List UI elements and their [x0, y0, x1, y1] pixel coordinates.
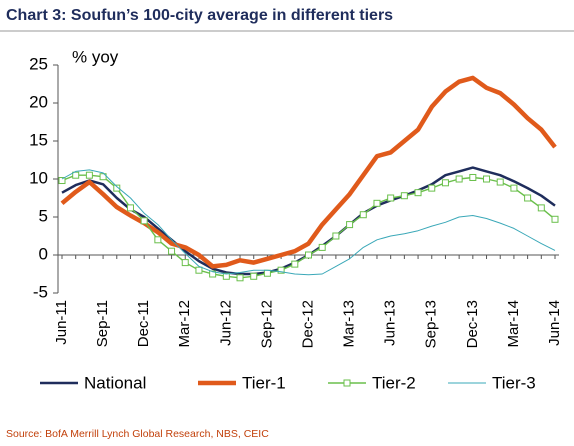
y-tick-label: 5 — [39, 206, 48, 225]
series-marker — [209, 270, 217, 278]
series-marker — [113, 184, 121, 192]
y-tick-label: 10 — [29, 168, 48, 187]
x-tick-label: Jun-11 — [53, 300, 70, 345]
series-marker — [537, 204, 545, 212]
source: Source: BofA Merrill Lynch Global Resear… — [6, 428, 269, 440]
series-marker — [387, 194, 395, 202]
series-marker — [469, 173, 477, 181]
y-tick-label: 20 — [29, 92, 48, 111]
series-marker — [496, 178, 504, 186]
series-marker — [318, 243, 326, 251]
x-tick-label: Mar-12 — [176, 300, 193, 348]
series-marker — [277, 266, 285, 274]
x-tick-label: Mar-14 — [505, 300, 522, 348]
series-marker — [428, 184, 436, 192]
x-tick-label: Jun-13 — [382, 300, 399, 346]
series-marker — [126, 204, 134, 212]
x-tick-label: Sep-13 — [423, 300, 440, 348]
x-tick-label: Dec-13 — [464, 300, 481, 348]
legend-label: Tier-3 — [492, 373, 536, 392]
x-tick-label: Dec-11 — [135, 300, 152, 347]
y-tick-label: 0 — [39, 244, 48, 263]
series-marker — [414, 189, 422, 197]
x-tick-label: Sep-11 — [94, 300, 111, 347]
series-marker — [441, 179, 449, 187]
series-marker — [346, 221, 354, 229]
y-tick-label: 25 — [29, 54, 48, 73]
x-tick-label: Sep-12 — [258, 300, 275, 348]
y-tick-label: -5 — [33, 282, 48, 301]
series-marker — [510, 184, 518, 192]
series-marker — [236, 274, 244, 282]
series-marker — [58, 177, 66, 185]
y-tick-label: 15 — [29, 130, 48, 149]
series-line — [60, 75, 557, 269]
series-marker — [222, 272, 230, 280]
y-axis-label: % yoy — [72, 47, 119, 66]
x-tick-label: Mar-13 — [341, 300, 358, 348]
legend-label: Tier-1 — [242, 373, 286, 392]
chart-title: Chart 3: Soufun’s 100-city average in di… — [6, 7, 393, 24]
series-marker — [181, 259, 189, 267]
series-marker — [140, 217, 148, 225]
series-marker — [85, 171, 93, 179]
series-marker — [524, 194, 532, 202]
x-tick-label: Jun-12 — [217, 300, 234, 346]
series-marker — [359, 211, 367, 219]
series-marker — [72, 171, 80, 179]
series-marker — [168, 247, 176, 255]
series-marker — [455, 175, 463, 183]
legend-marker — [343, 379, 351, 387]
x-tick-label: Jun-14 — [546, 300, 563, 346]
series-marker — [483, 175, 491, 183]
legend-label: National — [84, 373, 146, 392]
series-marker — [154, 236, 162, 244]
series-marker — [195, 266, 203, 274]
series-line — [61, 174, 556, 279]
series-marker — [332, 232, 340, 240]
legend-label: Tier-2 — [372, 373, 416, 392]
series-marker — [263, 269, 271, 277]
series-marker — [373, 199, 381, 207]
series-line — [61, 169, 556, 276]
series-marker — [305, 251, 312, 259]
x-tick-label: Dec-12 — [299, 300, 316, 348]
series-marker — [99, 173, 107, 181]
series-marker — [551, 215, 559, 223]
series-marker — [291, 260, 299, 268]
series-marker — [400, 192, 408, 200]
series-marker — [250, 272, 258, 280]
